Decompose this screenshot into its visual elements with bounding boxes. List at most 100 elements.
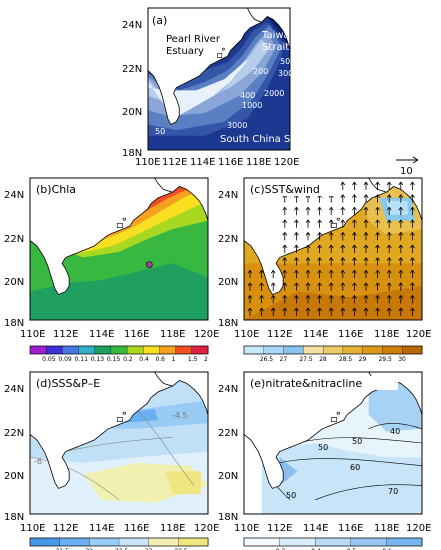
wind-arrow-head <box>398 307 404 312</box>
panel-d-lon-ticks: 110E 112E 114E 116E 118E 120E <box>20 523 219 534</box>
colorbar-tick: 0.2 <box>123 356 133 363</box>
colorbar-swatch <box>89 537 120 547</box>
wind-arrow-head <box>305 244 311 249</box>
map-frame <box>30 372 208 514</box>
panel-c-lon-ticks: 110E 112E 114E 116E 118E 120E <box>234 329 431 340</box>
colorbar-tick: 33.5 <box>174 548 188 550</box>
lon-tick: 116E <box>124 329 149 340</box>
wind-arrow-head <box>363 257 369 261</box>
lat-tick: 20N <box>218 277 238 288</box>
lon-tick: 110E <box>20 329 45 340</box>
lon-tick: 118E <box>374 523 399 534</box>
wind-arrow-head <box>294 295 299 299</box>
wind-arrow-head <box>294 269 299 274</box>
wind-arrow-head <box>386 232 392 236</box>
wind-scale-arrow: 10 <box>396 156 419 177</box>
panel-b-lon-ticks: 110E 112E 114E 116E 118E 120E <box>20 329 219 340</box>
wind-arrow-head <box>398 257 404 261</box>
wind-arrow-head <box>352 257 357 261</box>
lon-tick: 120E <box>274 157 299 168</box>
wind-arrow-head <box>294 219 299 224</box>
lon-tick: 120E <box>406 329 431 340</box>
wind-arrow-head <box>317 295 322 299</box>
wind-arrow-head <box>282 282 288 287</box>
colorbar-swatch <box>342 345 364 355</box>
wind-arrow-head <box>340 181 346 186</box>
wind-arrow-head <box>294 282 299 287</box>
lat-tick: 22N <box>218 234 238 245</box>
wind-arrow-head <box>386 244 392 249</box>
wind-arrow-head <box>270 269 276 274</box>
panel-e-lon-ticks: 110E 112E 114E 116E 118E 120E <box>234 523 431 534</box>
wind-arrow-head <box>410 269 415 274</box>
nitracline-contour <box>280 459 422 466</box>
wind-arrow-head <box>328 219 334 224</box>
contour-label-a-1: 50 <box>280 57 290 66</box>
wind-arrow-head <box>398 282 404 287</box>
wind-arrow-head <box>386 307 392 312</box>
wind-arrow-head <box>294 232 299 236</box>
colorbar-swatch <box>46 345 63 355</box>
lat-tick: 18N <box>4 512 24 523</box>
colorbar-swatch <box>263 345 285 355</box>
colorbar-swatch <box>191 345 209 355</box>
contour-label-e-1: 40 <box>390 427 400 436</box>
wind-vectors <box>247 181 415 316</box>
wind-arrow-head <box>386 269 392 274</box>
wind-arrow-head <box>375 295 380 299</box>
colorbar-swatch <box>402 345 423 355</box>
nitrate-band <box>261 443 422 514</box>
wind-arrow-head <box>247 282 253 287</box>
colorbar-swatch <box>110 345 128 355</box>
colorbar-swatch <box>386 537 423 547</box>
wind-arrow-head <box>398 206 404 211</box>
lon-tick: 116E <box>218 157 243 168</box>
wind-arrow-head <box>386 219 392 224</box>
wind-arrow-head <box>363 269 369 274</box>
lat-tick: 20N <box>4 471 24 482</box>
wind-arrow-head <box>410 194 415 198</box>
lon-tick: 118E <box>246 157 271 168</box>
colorbar-swatch <box>178 537 209 547</box>
lon-tick: 120E <box>194 329 219 340</box>
wind-arrow-head <box>259 282 264 287</box>
map-field <box>30 372 208 514</box>
wind-arrow-head <box>363 181 369 186</box>
label-taiwan-2: Strait <box>262 42 289 53</box>
depth-band <box>148 39 271 111</box>
wind-arrow-head <box>317 206 322 211</box>
colorbar-tick: 29 <box>359 356 367 363</box>
wind-arrow-head <box>375 232 380 236</box>
wind-arrow-head <box>270 307 276 312</box>
colorbar-tick: 29.5 <box>378 356 392 363</box>
colorbar-tick: 32 <box>85 548 93 550</box>
map-frame <box>30 178 208 320</box>
colorbar-swatch <box>94 345 112 355</box>
contour-label-e-3: 50 <box>318 443 328 452</box>
contour-label-a-8: 50 <box>155 127 165 136</box>
colorbar-swatch <box>159 345 177 355</box>
label-pearl-river-1: Pearl River <box>166 34 221 45</box>
map-field <box>244 178 422 320</box>
island-marker <box>222 48 224 50</box>
nitrate-band <box>368 380 422 432</box>
wind-arrow-head <box>386 181 392 186</box>
island-marker <box>331 223 336 227</box>
contour-label-a-6: 1000 <box>242 101 262 110</box>
colorbar-swatch <box>382 345 403 355</box>
wind-arrow-head <box>259 307 264 312</box>
colorbar-swatch <box>279 537 316 547</box>
wind-arrow-head <box>363 307 369 312</box>
colorbar-tick: 0.4 <box>311 548 321 550</box>
wind-arrow-head <box>270 282 276 287</box>
pe-contour <box>30 457 119 500</box>
wind-arrow-head <box>317 232 322 236</box>
lon-tick: 118E <box>160 523 185 534</box>
lat-tick: 18N <box>4 318 24 329</box>
colorbar-tick: 0.05 <box>42 356 56 363</box>
contour-label-e-4: 60 <box>350 463 360 472</box>
lon-tick: 112E <box>162 157 187 168</box>
panel-d-title: (d)SSS&P–E <box>36 377 100 390</box>
panel-d-lat-ticks: 24N 22N 20N 18N <box>4 384 24 523</box>
colorbar-swatch <box>59 537 90 547</box>
